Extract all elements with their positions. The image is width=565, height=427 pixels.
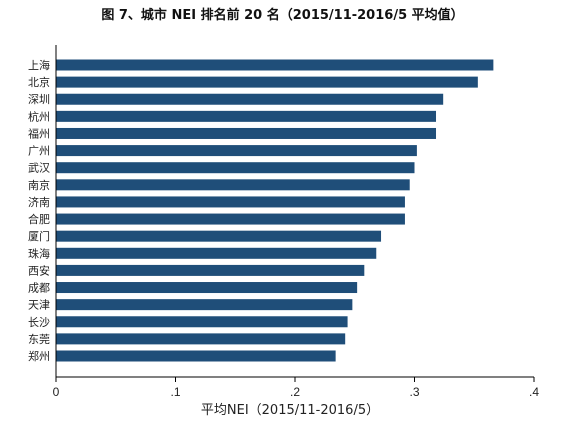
bar-15 xyxy=(56,299,353,311)
bar-16 xyxy=(56,316,348,328)
x-tick-label-3: .2 xyxy=(290,385,300,399)
x-tick-label-1: 0 xyxy=(53,385,60,399)
category-label-2: 北京 xyxy=(28,75,50,89)
category-label-14: 成都 xyxy=(28,282,50,295)
x-ticks-group: 0 .1 .2 .3 .4 xyxy=(53,377,539,399)
category-label-11: 厦门 xyxy=(28,229,50,243)
x-tick-label-5: .4 xyxy=(529,385,539,399)
bar-5 xyxy=(56,127,437,139)
bar-10 xyxy=(56,213,405,225)
chart-title: 图 7、城市 NEI 排名前 20 名（2015/11-2016/5 平均值） xyxy=(101,8,464,23)
bar-11 xyxy=(56,230,382,242)
category-label-1: 上海 xyxy=(28,58,50,72)
category-label-5: 福州 xyxy=(28,126,50,140)
bar-1 xyxy=(56,59,494,71)
bar-9 xyxy=(56,196,405,208)
bars-group xyxy=(56,59,494,362)
bar-6 xyxy=(56,145,417,157)
category-label-10: 合肥 xyxy=(28,212,50,226)
category-label-3: 深圳 xyxy=(28,93,50,106)
bar-13 xyxy=(56,264,365,276)
category-label-8: 南京 xyxy=(28,178,50,192)
bar-14 xyxy=(56,282,358,294)
x-tick-label-2: .1 xyxy=(170,385,180,399)
bar-4 xyxy=(56,110,437,122)
bar-2 xyxy=(56,76,478,88)
bar-3 xyxy=(56,93,444,105)
category-label-4: 杭州 xyxy=(28,109,50,123)
category-label-16: 长沙 xyxy=(28,316,50,329)
x-axis-title: 平均NEI（2015/11-2016/5） xyxy=(201,403,379,418)
bar-12 xyxy=(56,247,377,259)
category-label-7: 武汉 xyxy=(28,162,50,175)
category-label-17: 东莞 xyxy=(28,333,50,346)
bar-8 xyxy=(56,179,410,191)
category-label-12: 珠海 xyxy=(28,246,50,260)
category-label-6: 广州 xyxy=(28,145,50,158)
bar-17 xyxy=(56,333,346,345)
bar-7 xyxy=(56,162,415,174)
bar-18 xyxy=(56,350,336,362)
category-label-15: 天津 xyxy=(28,299,50,312)
category-label-18: 郑州 xyxy=(28,349,50,363)
category-label-13: 西安 xyxy=(28,263,50,277)
x-tick-label-4: .3 xyxy=(409,385,419,399)
category-label-9: 济南 xyxy=(28,195,50,209)
